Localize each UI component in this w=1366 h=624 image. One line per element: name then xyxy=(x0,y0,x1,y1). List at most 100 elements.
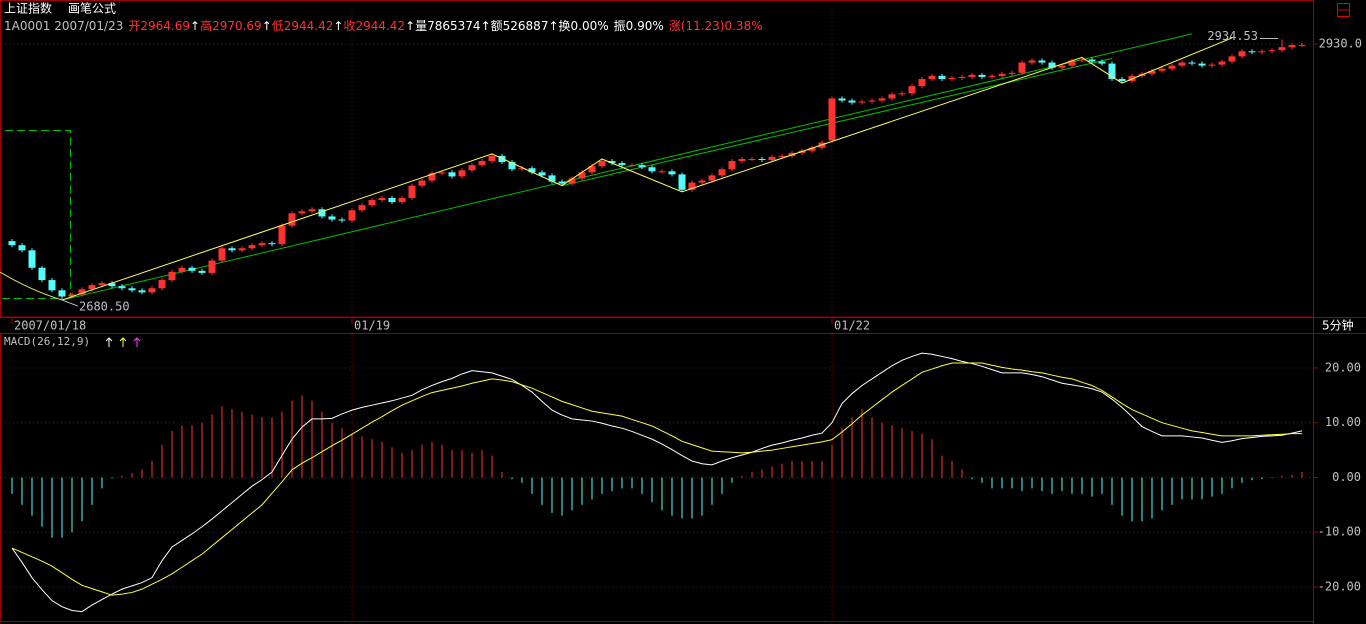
candle-body xyxy=(208,260,216,273)
candle-body xyxy=(118,286,126,289)
candle-body xyxy=(558,181,566,184)
candle-body xyxy=(88,285,96,290)
candle-body xyxy=(198,270,206,273)
candle-body xyxy=(688,182,696,190)
candle-body xyxy=(1298,45,1306,47)
candle-body xyxy=(1078,59,1086,61)
candle-body xyxy=(318,209,326,217)
candle-body xyxy=(188,267,196,271)
x-tick-label: 01/22 xyxy=(834,319,870,333)
candle-body xyxy=(38,267,46,281)
candle-body xyxy=(228,248,236,251)
candle-body xyxy=(48,280,56,291)
quote-field: ↑ xyxy=(190,19,200,33)
candle-body xyxy=(1158,68,1166,71)
candle-body xyxy=(1178,62,1186,66)
y-tick-label: 10.00 xyxy=(1325,415,1361,429)
candle-body xyxy=(1248,51,1256,53)
candle-body xyxy=(18,245,26,251)
candle-body xyxy=(478,161,486,166)
candle-body xyxy=(1068,60,1076,66)
candle-body xyxy=(1018,62,1026,73)
candle-body xyxy=(328,216,336,220)
candle-body xyxy=(838,98,846,101)
ma-fragment xyxy=(0,271,63,301)
candle-body xyxy=(908,86,916,94)
y-tick-label: 20.00 xyxy=(1325,360,1361,374)
x-tick-label: 2007/01/18 xyxy=(14,319,86,333)
candle-body xyxy=(398,197,406,203)
candle-body xyxy=(678,174,686,190)
candle-body xyxy=(358,205,366,211)
candle-body xyxy=(928,75,936,79)
window-icon[interactable] xyxy=(1337,3,1350,17)
candle-body xyxy=(278,225,286,245)
candle-body xyxy=(388,197,396,203)
y-tick-label: 2930.0 xyxy=(1319,37,1362,51)
candle-body xyxy=(268,243,276,245)
candle-body xyxy=(1168,65,1176,69)
y-tick-label: -20.00 xyxy=(1318,579,1361,593)
candle-body xyxy=(758,159,766,161)
candle-body xyxy=(428,173,436,181)
candle-body xyxy=(878,98,886,101)
quote-field: 高2970.69 xyxy=(200,18,262,33)
candle-body xyxy=(918,78,926,87)
candle-body xyxy=(248,245,256,249)
candle-body xyxy=(498,155,506,163)
candle-body xyxy=(58,290,66,297)
candle-body xyxy=(448,172,456,177)
candle-body xyxy=(338,219,346,221)
candle-body xyxy=(578,172,586,179)
candle-body xyxy=(78,289,86,295)
candle-body xyxy=(1088,59,1096,62)
candle-body xyxy=(618,163,626,166)
candle-body xyxy=(218,248,226,261)
arrow-icon xyxy=(119,337,127,347)
candle-body xyxy=(8,241,16,246)
candle-body xyxy=(1118,78,1126,82)
candle-body xyxy=(858,101,866,103)
candle-body xyxy=(138,290,146,293)
candle-body xyxy=(968,74,976,77)
arrow-icon xyxy=(105,337,113,347)
candle-body xyxy=(68,294,76,297)
quote-field: 开2964.69 xyxy=(128,19,190,33)
candle-body xyxy=(608,161,616,164)
candle-body xyxy=(298,211,306,214)
candle-body xyxy=(238,248,246,251)
candle-body xyxy=(1038,60,1046,63)
candle-body xyxy=(1238,51,1246,57)
candle-body xyxy=(28,250,36,268)
quote-field: ↑ xyxy=(548,19,558,33)
candle-body xyxy=(978,74,986,77)
candle-body xyxy=(948,77,956,79)
candle-body xyxy=(408,185,416,198)
quote-field: 1A0001 2007/01/23 xyxy=(4,19,123,33)
y-tick-label: 0.00 xyxy=(1332,470,1361,484)
candle-body xyxy=(1218,61,1226,65)
candle-body xyxy=(288,213,296,226)
candle-body xyxy=(748,159,756,160)
quote-field: 收2944.42 xyxy=(343,19,405,33)
quote-field: ↑ xyxy=(262,19,272,33)
quote-info: 1A0001 2007/01/23 开2964.69↑高2970.69↑低2944… xyxy=(4,18,763,33)
candle-body xyxy=(658,171,666,173)
quote-field: 涨(11.23)0.38% xyxy=(669,18,763,33)
candle-body xyxy=(1058,65,1066,68)
candle-body xyxy=(828,98,836,141)
candle-body xyxy=(568,178,576,184)
candle-body xyxy=(158,280,166,289)
candle-body xyxy=(488,155,496,162)
trend-line xyxy=(561,57,1113,187)
candle-body xyxy=(1098,61,1106,64)
candle-body xyxy=(708,175,716,181)
candle-body xyxy=(768,156,776,161)
quote-field: ↑ xyxy=(333,19,343,33)
trend-line xyxy=(61,33,1193,301)
candle-body xyxy=(128,288,136,291)
candle-body xyxy=(1188,62,1196,64)
candle-body xyxy=(508,162,516,170)
candle-body xyxy=(1148,70,1156,74)
